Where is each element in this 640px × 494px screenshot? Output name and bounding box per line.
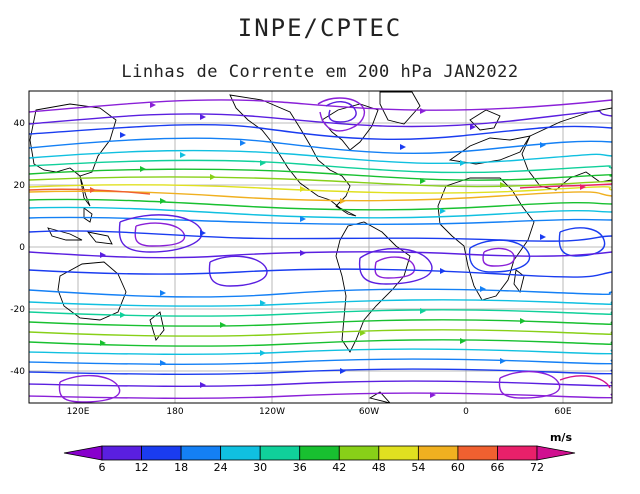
streamline-s6 <box>29 339 612 347</box>
streamline-s9 <box>29 368 612 376</box>
agency-title: INPE/CPTEC <box>237 14 403 42</box>
streamline-s7 <box>29 348 612 356</box>
streamline-n8 <box>29 206 612 219</box>
eddy-n-pacific <box>317 97 365 132</box>
eddy-tropics-1 <box>118 214 203 253</box>
streamline-eq1 <box>29 230 612 242</box>
lon-label: 180 <box>166 407 183 417</box>
plot-frame <box>28 90 613 404</box>
streamline-s11 <box>29 392 612 400</box>
streamline-n6 <box>29 159 612 174</box>
colorbar-segment <box>63 445 103 461</box>
flow-arrows <box>90 102 586 398</box>
colorbar-segment <box>220 445 261 461</box>
lon-label: 60E <box>554 407 571 417</box>
lon-label: 120W <box>259 407 285 417</box>
streamline-n4 <box>29 137 612 154</box>
streamline-eq2 <box>29 251 612 259</box>
streamline-jet2 <box>29 176 612 188</box>
colorbar-segment <box>259 445 301 461</box>
colorbar-segment <box>338 445 380 461</box>
colorbar-segment <box>180 445 222 461</box>
lat-label: 0 <box>19 243 25 253</box>
colorbar-label: 30 <box>253 461 267 474</box>
colorbar-label: 12 <box>135 461 149 474</box>
lat-label: -20 <box>10 305 25 315</box>
colorbar-segment <box>457 445 498 461</box>
streamline-s5 <box>29 329 612 337</box>
streamline-n5 <box>29 149 612 165</box>
lon-label: 0 <box>463 407 469 417</box>
colorbar-label: 18 <box>174 461 188 474</box>
streamline-s3 <box>29 309 612 317</box>
streamline-n7 <box>29 198 612 211</box>
streamline-n1 <box>29 99 612 113</box>
colorbar-label: 54 <box>411 461 425 474</box>
colorbar-label: 36 <box>293 461 307 474</box>
colorbar-label: 6 <box>99 461 106 474</box>
colorbar-label: 66 <box>490 461 504 474</box>
colorbar-label: 24 <box>214 461 228 474</box>
streamline-n2 <box>29 110 612 128</box>
streamline-n3 <box>29 123 612 140</box>
lat-label: -40 <box>10 367 25 377</box>
eddy-tropics-4 <box>208 255 268 287</box>
colorbar-segment <box>299 445 340 461</box>
streamline-s8 <box>29 358 612 366</box>
streamline-s1 <box>29 288 612 298</box>
colorbar-unit: m/s <box>550 431 572 444</box>
colorbar-segment <box>417 445 459 461</box>
lon-label: 120E <box>67 407 90 417</box>
colorbar-label: 42 <box>332 461 346 474</box>
streamline-s2 <box>29 299 612 307</box>
streamlines <box>29 97 612 403</box>
streamline-eq3 <box>29 268 612 278</box>
eddy-s-1 <box>58 374 121 403</box>
colorbar-segment <box>378 445 419 461</box>
map-title: Linhas de Corrente em 200 hPa JAN2022 <box>121 62 519 82</box>
longitude-labels: 120E 180 120W 60W 0 60E <box>67 407 572 417</box>
streamline-s4 <box>29 319 612 327</box>
eddy-s-2 <box>498 370 561 399</box>
colorbar-label: 72 <box>530 461 544 474</box>
eddy-s-3 <box>559 375 611 389</box>
streamline-jet5 <box>519 183 612 189</box>
streamline-jet6 <box>29 188 151 195</box>
colorbar-label: 60 <box>451 461 465 474</box>
latitude-labels: 40 20 0 -20 -40 <box>10 119 25 377</box>
colorbar-segment <box>536 445 576 461</box>
colorbar-segment <box>497 445 538 461</box>
colorbar: m/s 6 12 18 24 30 36 42 48 54 60 66 72 <box>63 431 576 474</box>
streamline-jet3 <box>29 184 612 194</box>
lat-label: 20 <box>14 181 26 191</box>
eddy-tropics-2 <box>358 248 433 285</box>
lat-label: 40 <box>14 119 26 129</box>
lon-label: 60W <box>359 407 379 417</box>
colorbar-label: 48 <box>372 461 386 474</box>
streamline-s10 <box>29 380 612 388</box>
colorbar-segment <box>101 445 142 461</box>
colorbar-segment <box>141 445 182 461</box>
